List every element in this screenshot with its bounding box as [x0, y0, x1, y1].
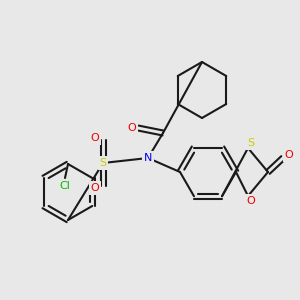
Text: Cl: Cl: [60, 181, 70, 191]
Text: S: S: [99, 158, 106, 168]
Text: O: O: [285, 150, 293, 160]
Text: N: N: [144, 153, 152, 163]
Text: O: O: [128, 123, 136, 133]
Text: O: O: [247, 196, 255, 206]
Text: O: O: [91, 133, 99, 143]
Text: S: S: [248, 138, 255, 148]
Text: O: O: [91, 183, 99, 193]
